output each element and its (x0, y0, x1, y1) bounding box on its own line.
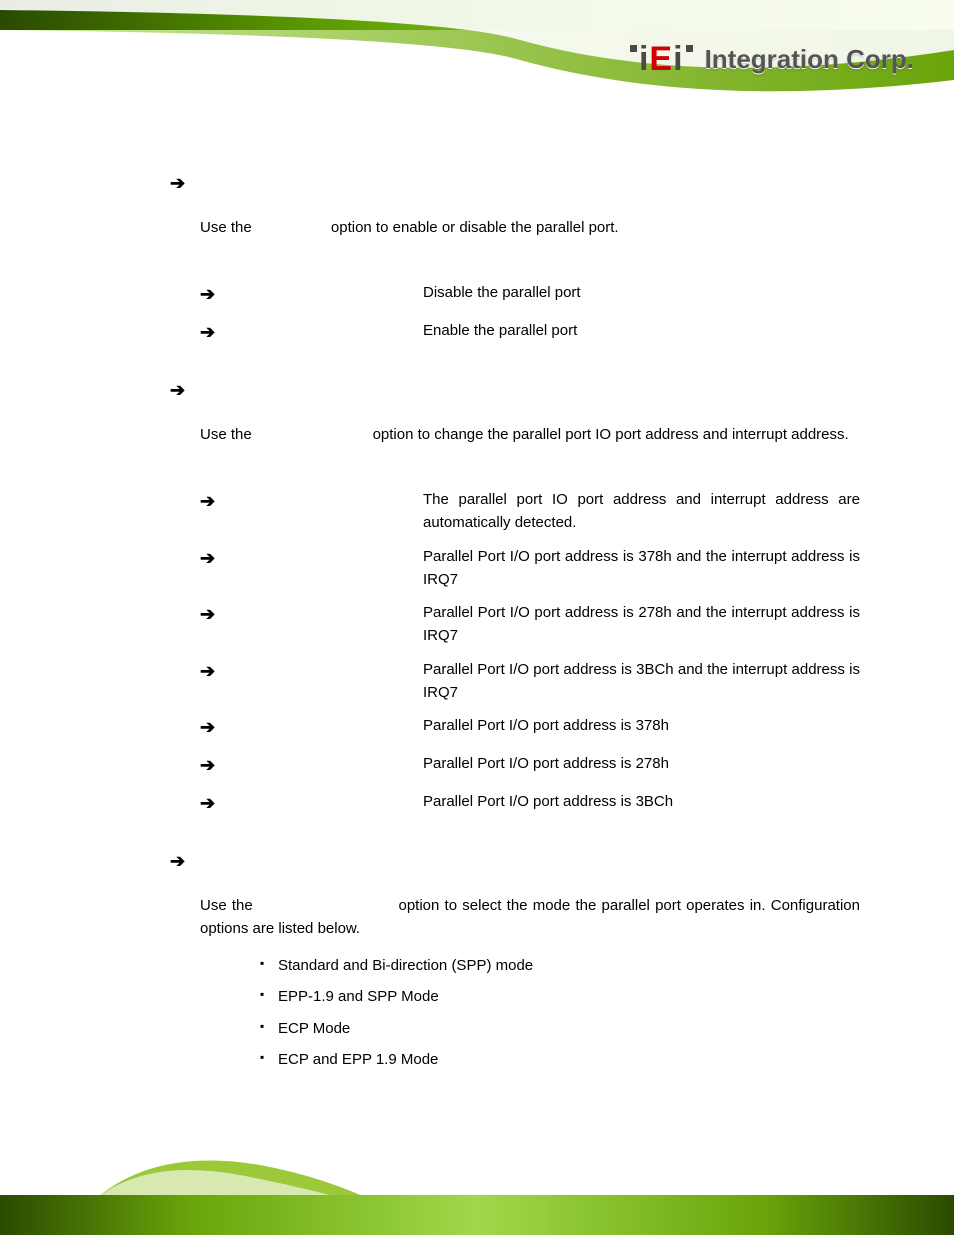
arrow-icon: ➔ (200, 281, 220, 309)
section-intro: Use the option to select the mode the pa… (200, 894, 860, 941)
document-content: ➔ Use the option to enable or disable th… (170, 170, 860, 1101)
arrow-icon: ➔ (170, 170, 190, 198)
header-banner: iEi Integration Corp. (0, 0, 954, 110)
arrow-icon: ➔ (170, 848, 190, 876)
option-desc: The parallel port IO port address and in… (423, 488, 860, 535)
arrow-icon: ➔ (200, 790, 220, 818)
section-intro: Use the option to change the parallel po… (200, 423, 860, 446)
option-desc: Parallel Port I/O port address is 278h a… (423, 601, 860, 648)
option-desc: Parallel Port I/O port address is 378h (423, 714, 860, 737)
list-item: ECP Mode (260, 1017, 860, 1040)
option-row: ➔ Parallel Port I/O port address is 278h (200, 752, 860, 780)
section-parallel-port-enable: ➔ Use the option to enable or disable th… (170, 170, 860, 347)
list-item: Standard and Bi-direction (SPP) mode (260, 954, 860, 977)
arrow-icon: ➔ (200, 601, 220, 629)
option-row: ➔ Parallel Port I/O port address is 378h… (200, 545, 860, 592)
brand-block: iEi Integration Corp. (628, 40, 914, 79)
arrow-icon: ➔ (200, 752, 220, 780)
list-item: EPP-1.9 and SPP Mode (260, 985, 860, 1008)
option-desc: Parallel Port I/O port address is 3BCh (423, 790, 860, 813)
option-desc: Disable the parallel port (423, 281, 860, 304)
brand-logo: iEi (628, 40, 695, 79)
intro-suffix: option to change the parallel port IO po… (373, 426, 849, 443)
section-device-mode: ➔ Use the option to select the mode the … (170, 848, 860, 1071)
option-desc: Parallel Port I/O port address is 3BCh a… (423, 658, 860, 705)
arrow-icon: ➔ (200, 545, 220, 573)
option-row: ➔ Parallel Port I/O port address is 378h (200, 714, 860, 742)
option-desc: Parallel Port I/O port address is 278h (423, 752, 860, 775)
arrow-icon: ➔ (200, 488, 220, 516)
option-row: ➔ Enable the parallel port (200, 319, 860, 347)
option-desc: Enable the parallel port (423, 319, 860, 342)
option-row: ➔ Parallel Port I/O port address is 3BCh (200, 790, 860, 818)
footer-banner (0, 1125, 954, 1235)
option-row: ➔ Disable the parallel port (200, 281, 860, 309)
intro-prefix: Use the (200, 426, 252, 443)
option-desc: Parallel Port I/O port address is 378h a… (423, 545, 860, 592)
section-change-settings: ➔ Use the option to change the parallel … (170, 377, 860, 818)
header-strip (0, 0, 954, 30)
list-item: ECP and EPP 1.9 Mode (260, 1048, 860, 1071)
intro-suffix: option to select the mode the parallel p… (200, 897, 860, 937)
brand-text: Integration Corp. (705, 44, 914, 75)
option-row: ➔ Parallel Port I/O port address is 278h… (200, 601, 860, 648)
arrow-icon: ➔ (200, 714, 220, 742)
footer-strip (0, 1195, 954, 1235)
intro-prefix: Use the (200, 219, 252, 236)
arrow-icon: ➔ (200, 658, 220, 686)
option-row: ➔ Parallel Port I/O port address is 3BCh… (200, 658, 860, 705)
section-intro: Use the option to enable or disable the … (200, 216, 860, 239)
intro-suffix: option to enable or disable the parallel… (331, 219, 619, 236)
option-row: ➔ The parallel port IO port address and … (200, 488, 860, 535)
intro-prefix: Use the (200, 897, 253, 914)
arrow-icon: ➔ (200, 319, 220, 347)
device-mode-list: Standard and Bi-direction (SPP) mode EPP… (200, 954, 860, 1071)
arrow-icon: ➔ (170, 377, 190, 405)
